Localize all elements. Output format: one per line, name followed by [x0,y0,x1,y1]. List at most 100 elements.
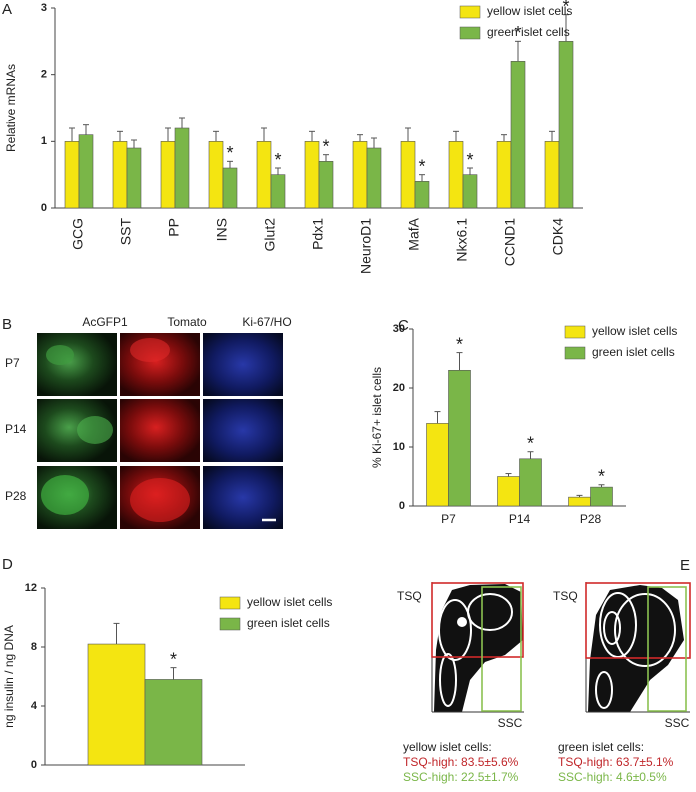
micrograph [37,333,117,396]
bar [112,141,128,209]
bar [256,141,272,209]
panel-label: D [2,556,13,573]
x-axis-label: SSC [498,716,523,730]
significance: * [514,23,521,43]
x-tick-label: PP [166,218,182,237]
significance: * [466,150,473,170]
legend-swatch [564,325,586,339]
bar [352,141,368,209]
legend-label: green islet cells [487,25,570,39]
caption: yellow islet cells: [403,740,492,754]
tsq-gate [431,582,524,658]
micrographs [37,333,283,529]
legend-swatch [564,346,586,360]
bar [590,486,613,507]
significance: * [226,143,233,163]
contour [595,671,613,709]
x-axis-label: SSC [665,716,690,730]
contour [599,592,637,658]
y-tick-label: 2 [41,69,47,81]
caption: SSC-high: 22.5±1.7% [403,770,519,784]
x-tick-label: GCG [70,218,86,250]
x-tick-label: Nkx6.1 [454,218,470,262]
x-tick-label: MafA [406,217,422,250]
x-tick-label: Glut2 [262,218,278,252]
panel-b: B AcGFP1 Tomato Ki-67/HO P7 P14 P28 [2,315,292,529]
bar [448,369,471,507]
contour [439,653,457,707]
bar [544,141,560,209]
significance: * [322,136,329,156]
significance: * [274,150,281,170]
flow-plot [431,582,524,713]
y-axis-label: ng insulin / ng DNA [2,625,16,728]
legend-swatch [459,5,481,19]
row-label: P7 [5,356,20,370]
bar [126,147,142,209]
bar [160,141,176,209]
legend-label: green islet cells [247,616,330,630]
y-tick-label: 1 [41,135,47,147]
panel-label: E [680,557,690,574]
bar [426,423,449,507]
x-tick-label: INS [214,218,230,241]
significance: * [418,156,425,176]
bar [78,134,94,209]
significance: * [170,649,177,669]
legend-label: yellow islet cells [247,595,332,609]
bar [87,643,146,766]
bar [318,161,334,209]
micrograph [120,399,200,462]
y-tick-label: 0 [41,202,47,214]
caption: TSQ-high: 83.5±5.6% [403,755,519,769]
y-tick-label: 0 [31,759,37,771]
significance: * [562,0,569,16]
tissue [130,338,170,362]
x-tick-label: SST [118,218,134,246]
bar [497,476,520,507]
y-tick-label: 20 [393,382,405,394]
legend-label: yellow islet cells [487,4,572,18]
contour [438,599,472,661]
y-axis-label: % Ki-67+ islet cells [370,367,384,468]
bar [568,496,591,507]
contour [603,611,621,645]
x-tick-label: CDK4 [550,218,566,256]
bar [366,147,382,209]
x-tick-label: P28 [580,512,602,526]
column-header: Ki-67/HO [242,315,291,329]
micrograph [203,333,283,396]
tsq-gate [585,582,691,659]
bar [174,127,190,209]
tissue [41,475,89,515]
ssc-gate [481,586,522,712]
bar [510,61,526,209]
y-tick-label: 30 [393,323,405,335]
contour [467,593,513,631]
panel-label: A [2,1,12,18]
bar [400,141,416,209]
bar [414,181,430,209]
ssc-gate [647,586,687,712]
micrograph [203,399,283,462]
y-axis-label: TSQ [553,589,578,603]
bar [64,141,80,209]
bar [448,141,464,209]
row-label: P14 [5,422,27,436]
x-tick-label: P7 [441,512,456,526]
tissue [77,416,113,444]
legend-swatch [459,26,481,40]
y-tick-label: 8 [31,641,37,653]
micrograph [203,466,283,529]
legend-label: yellow islet cells [592,324,677,338]
legend-label: green islet cells [592,345,675,359]
density [588,585,684,712]
x-tick-label: Pdx1 [310,218,326,250]
x-tick-label: NeuroD1 [358,218,374,274]
panel-label: C [398,317,409,334]
y-tick-label: 10 [393,441,405,453]
tissue [46,345,74,365]
x-tick-label: CCND1 [502,218,518,266]
y-tick-label: 0 [399,500,405,512]
